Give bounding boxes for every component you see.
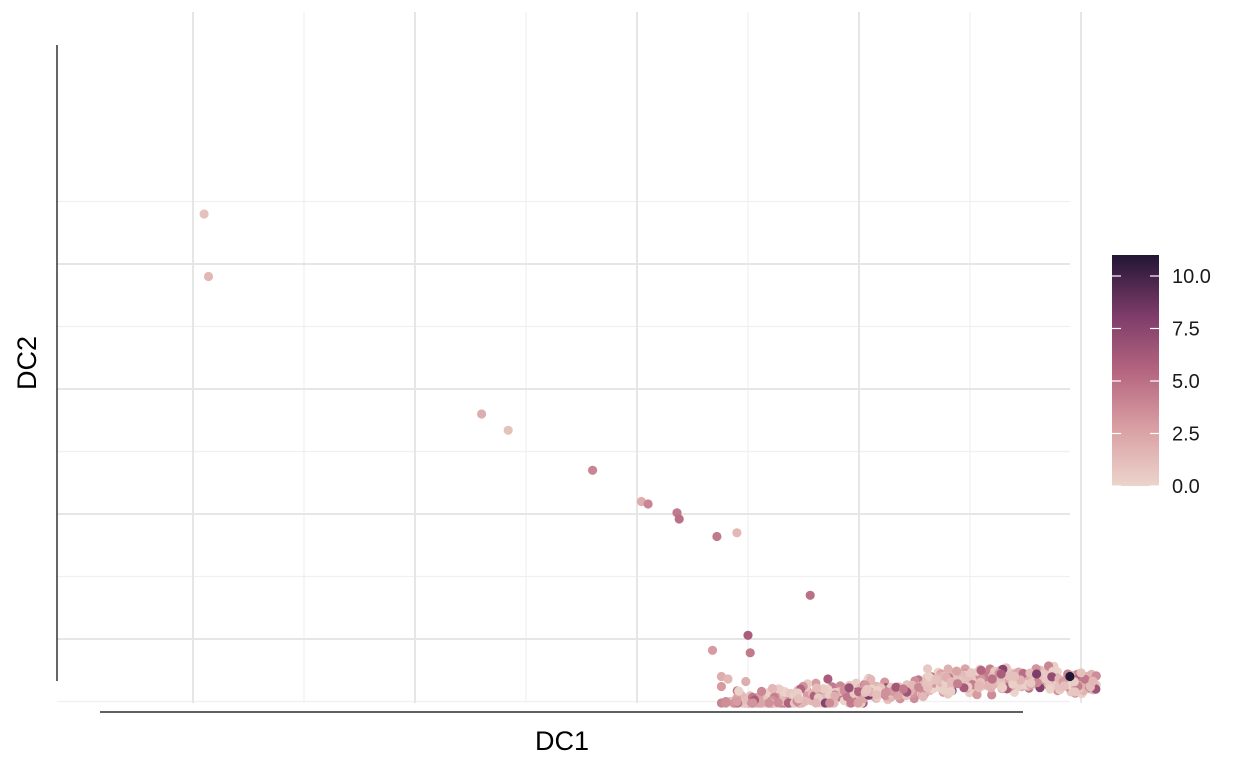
data-point-599 — [588, 465, 598, 475]
data-point-594 — [1059, 681, 1069, 691]
data-point-103 — [773, 698, 783, 708]
data-point-96 — [767, 683, 778, 694]
data-point-204 — [844, 683, 854, 693]
colorbar-label-1: 2.5 — [1172, 424, 1200, 446]
colorbar-label-0: 0.0 — [1172, 476, 1200, 498]
data-point-591 — [1070, 687, 1080, 697]
data-point-203 — [825, 698, 835, 708]
data-point-279 — [891, 682, 901, 692]
data-point-603 — [674, 514, 684, 524]
data-point-615 — [732, 696, 742, 707]
y-axis-title: DC2 — [12, 336, 42, 390]
data-point-397 — [966, 668, 976, 678]
data-point-620 — [974, 680, 984, 690]
data-point-94 — [764, 698, 774, 708]
colorbar-ticks: 0.0 2.5 5.0 7.5 10.0 — [1112, 266, 1211, 498]
data-point-617 — [721, 698, 731, 708]
data-point-194 — [830, 691, 840, 701]
data-point-333 — [943, 664, 953, 674]
data-point-618 — [823, 674, 833, 684]
data-point-399 — [953, 679, 963, 689]
data-point-93 — [734, 686, 744, 696]
data-point-376 — [972, 690, 982, 700]
data-point-285 — [872, 690, 882, 700]
data-point-398 — [931, 675, 941, 685]
data-point-625 — [996, 669, 1006, 679]
data-point-613 — [716, 681, 727, 692]
data-point-394 — [946, 686, 956, 697]
data-point-192 — [812, 683, 822, 693]
data-point-609 — [745, 648, 755, 658]
data-point-512 — [1008, 679, 1018, 689]
data-point-388 — [938, 685, 949, 695]
data-point-593 — [1088, 676, 1098, 686]
data-point-605 — [732, 528, 742, 538]
data-point-353 — [987, 690, 997, 700]
data-point-627 — [1076, 668, 1086, 678]
data-point-612 — [741, 676, 751, 687]
data-point-196 — [811, 698, 821, 708]
data-point-597 — [477, 409, 487, 419]
data-point-595 — [199, 209, 209, 219]
data-point-109 — [748, 698, 758, 708]
data-point-288 — [918, 692, 928, 702]
data-point-608 — [707, 645, 718, 655]
data-point-606 — [805, 590, 815, 600]
x-axis-title: DC1 — [535, 726, 589, 756]
data-point-519 — [997, 683, 1008, 693]
data-point-596 — [203, 271, 214, 282]
data-point-351 — [923, 664, 933, 674]
data-point-619 — [898, 684, 909, 694]
data-point-504 — [1045, 684, 1055, 694]
data-point-287 — [862, 684, 872, 695]
grid — [57, 12, 1082, 703]
colorbar — [1112, 255, 1159, 486]
data-point-621 — [987, 674, 997, 684]
data-point-601 — [643, 499, 653, 509]
data-point-201 — [794, 694, 804, 704]
colorbar-label-3: 7.5 — [1172, 319, 1200, 341]
data-point-624 — [1032, 669, 1042, 679]
data-point-607 — [743, 630, 753, 640]
data-point-393 — [924, 672, 934, 682]
data-point-598 — [503, 425, 513, 435]
data-point-514 — [1026, 678, 1036, 688]
data-point-99 — [757, 686, 767, 697]
data-point-623 — [976, 665, 986, 675]
data-point-518 — [1047, 672, 1057, 682]
data-point-281 — [881, 688, 891, 698]
data-point-361 — [952, 666, 962, 676]
data-point-628 — [1065, 671, 1075, 682]
data-point-189 — [818, 684, 828, 694]
data-point-272 — [914, 682, 924, 692]
colorbar-label-2: 5.0 — [1172, 371, 1200, 393]
data-points — [199, 209, 1101, 708]
data-point-195 — [846, 698, 856, 708]
data-point-611 — [723, 674, 733, 684]
colorbar-label-4: 10.0 — [1172, 266, 1211, 288]
data-point-622 — [1009, 671, 1020, 682]
color-legend: 0.0 2.5 5.0 7.5 10.0 — [1112, 255, 1211, 498]
data-point-604 — [712, 531, 722, 542]
